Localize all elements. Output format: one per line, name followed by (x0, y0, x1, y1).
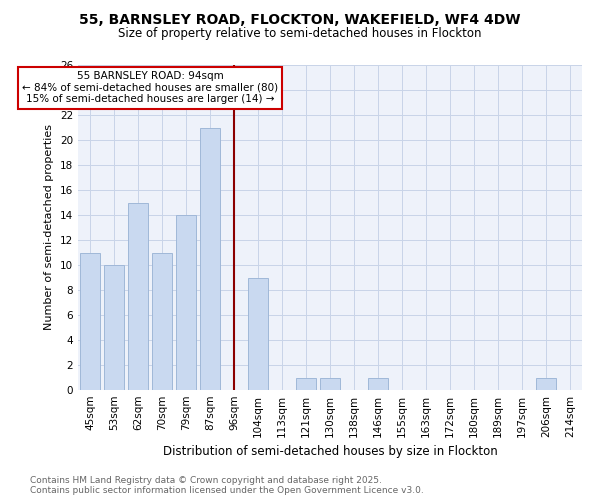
Y-axis label: Number of semi-detached properties: Number of semi-detached properties (44, 124, 55, 330)
Bar (152, 252, 172, 390)
Bar (248, 278, 268, 390)
Bar (200, 128, 220, 390)
Bar (296, 378, 316, 390)
Text: 55, BARNSLEY ROAD, FLOCKTON, WAKEFIELD, WF4 4DW: 55, BARNSLEY ROAD, FLOCKTON, WAKEFIELD, … (79, 12, 521, 26)
X-axis label: Distribution of semi-detached houses by size in Flockton: Distribution of semi-detached houses by … (163, 446, 497, 458)
Text: Contains HM Land Registry data © Crown copyright and database right 2025.
Contai: Contains HM Land Registry data © Crown c… (30, 476, 424, 495)
Bar (128, 202, 148, 390)
Text: 55 BARNSLEY ROAD: 94sqm
← 84% of semi-detached houses are smaller (80)
15% of se: 55 BARNSLEY ROAD: 94sqm ← 84% of semi-de… (22, 71, 278, 104)
Bar (80, 252, 100, 390)
Bar (104, 265, 124, 390)
Text: Size of property relative to semi-detached houses in Flockton: Size of property relative to semi-detach… (118, 28, 482, 40)
Bar (320, 378, 340, 390)
Bar (176, 215, 196, 390)
Bar (536, 378, 556, 390)
Bar (368, 378, 388, 390)
